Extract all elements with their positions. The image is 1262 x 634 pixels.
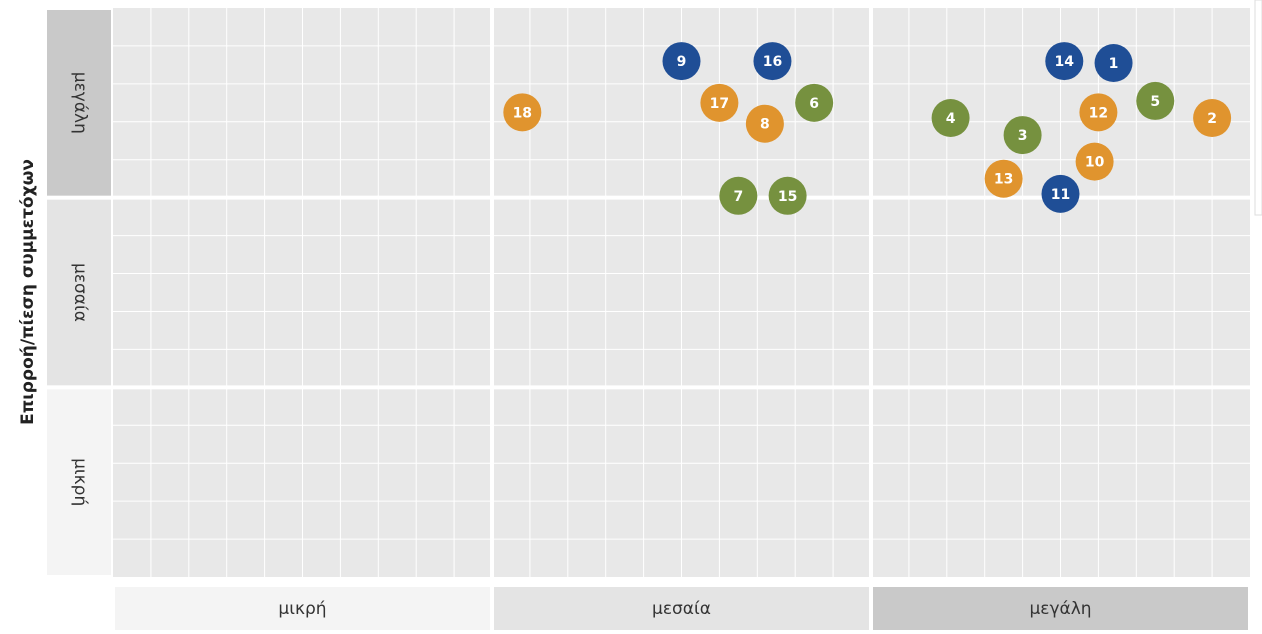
point — [1075, 142, 1114, 181]
point — [1003, 116, 1042, 155]
point — [795, 83, 834, 122]
point-label: 2 — [1207, 111, 1217, 127]
y-category-band — [47, 199, 111, 386]
point-label: 1 — [1109, 56, 1119, 72]
x-category-label: μεγάλη — [1029, 599, 1091, 619]
point — [768, 176, 807, 215]
point-label: 12 — [1089, 105, 1108, 121]
x-category-label: μικρή — [278, 599, 326, 619]
point — [753, 42, 792, 81]
point — [662, 42, 701, 81]
point-label: 8 — [760, 117, 770, 133]
y-category-band — [47, 389, 111, 575]
scrollbar — [1254, 0, 1262, 216]
point-label: 3 — [1018, 128, 1028, 144]
point-label: 11 — [1051, 187, 1070, 203]
x-category-band — [115, 587, 490, 630]
point — [1079, 93, 1118, 132]
point — [1193, 99, 1232, 138]
point — [1045, 42, 1084, 81]
y-axis-label: Επιρροή/πίεση συμμετόχων — [18, 159, 38, 425]
point-label: 6 — [809, 96, 819, 112]
point-label: 16 — [763, 54, 782, 70]
point — [1094, 44, 1133, 83]
point — [1136, 81, 1175, 120]
x-category-band — [494, 587, 869, 630]
point-label: 7 — [733, 189, 743, 205]
point — [503, 93, 542, 132]
point-label: 10 — [1085, 155, 1105, 171]
point — [931, 99, 970, 138]
point-label: 17 — [710, 96, 729, 112]
overlay-panel — [715, 0, 1262, 5]
point — [700, 83, 739, 122]
point-label: 13 — [994, 172, 1013, 188]
point-label: 5 — [1150, 94, 1160, 110]
x-category-label: μεσαία — [652, 599, 711, 619]
point — [719, 176, 758, 215]
y-category-label: μεσαία — [70, 263, 90, 322]
y-category-label: μικρή — [70, 458, 90, 506]
x-category-band — [873, 587, 1248, 630]
point-label: 9 — [677, 54, 687, 70]
y-category-band — [47, 10, 111, 196]
point — [745, 104, 784, 143]
point — [984, 159, 1023, 198]
point-label: 4 — [946, 111, 956, 127]
y-category-label: μεγάλη — [70, 72, 90, 134]
point-label: 18 — [513, 105, 532, 121]
point-label: 14 — [1055, 54, 1075, 70]
point-label: 15 — [778, 189, 797, 205]
point — [1041, 174, 1080, 213]
